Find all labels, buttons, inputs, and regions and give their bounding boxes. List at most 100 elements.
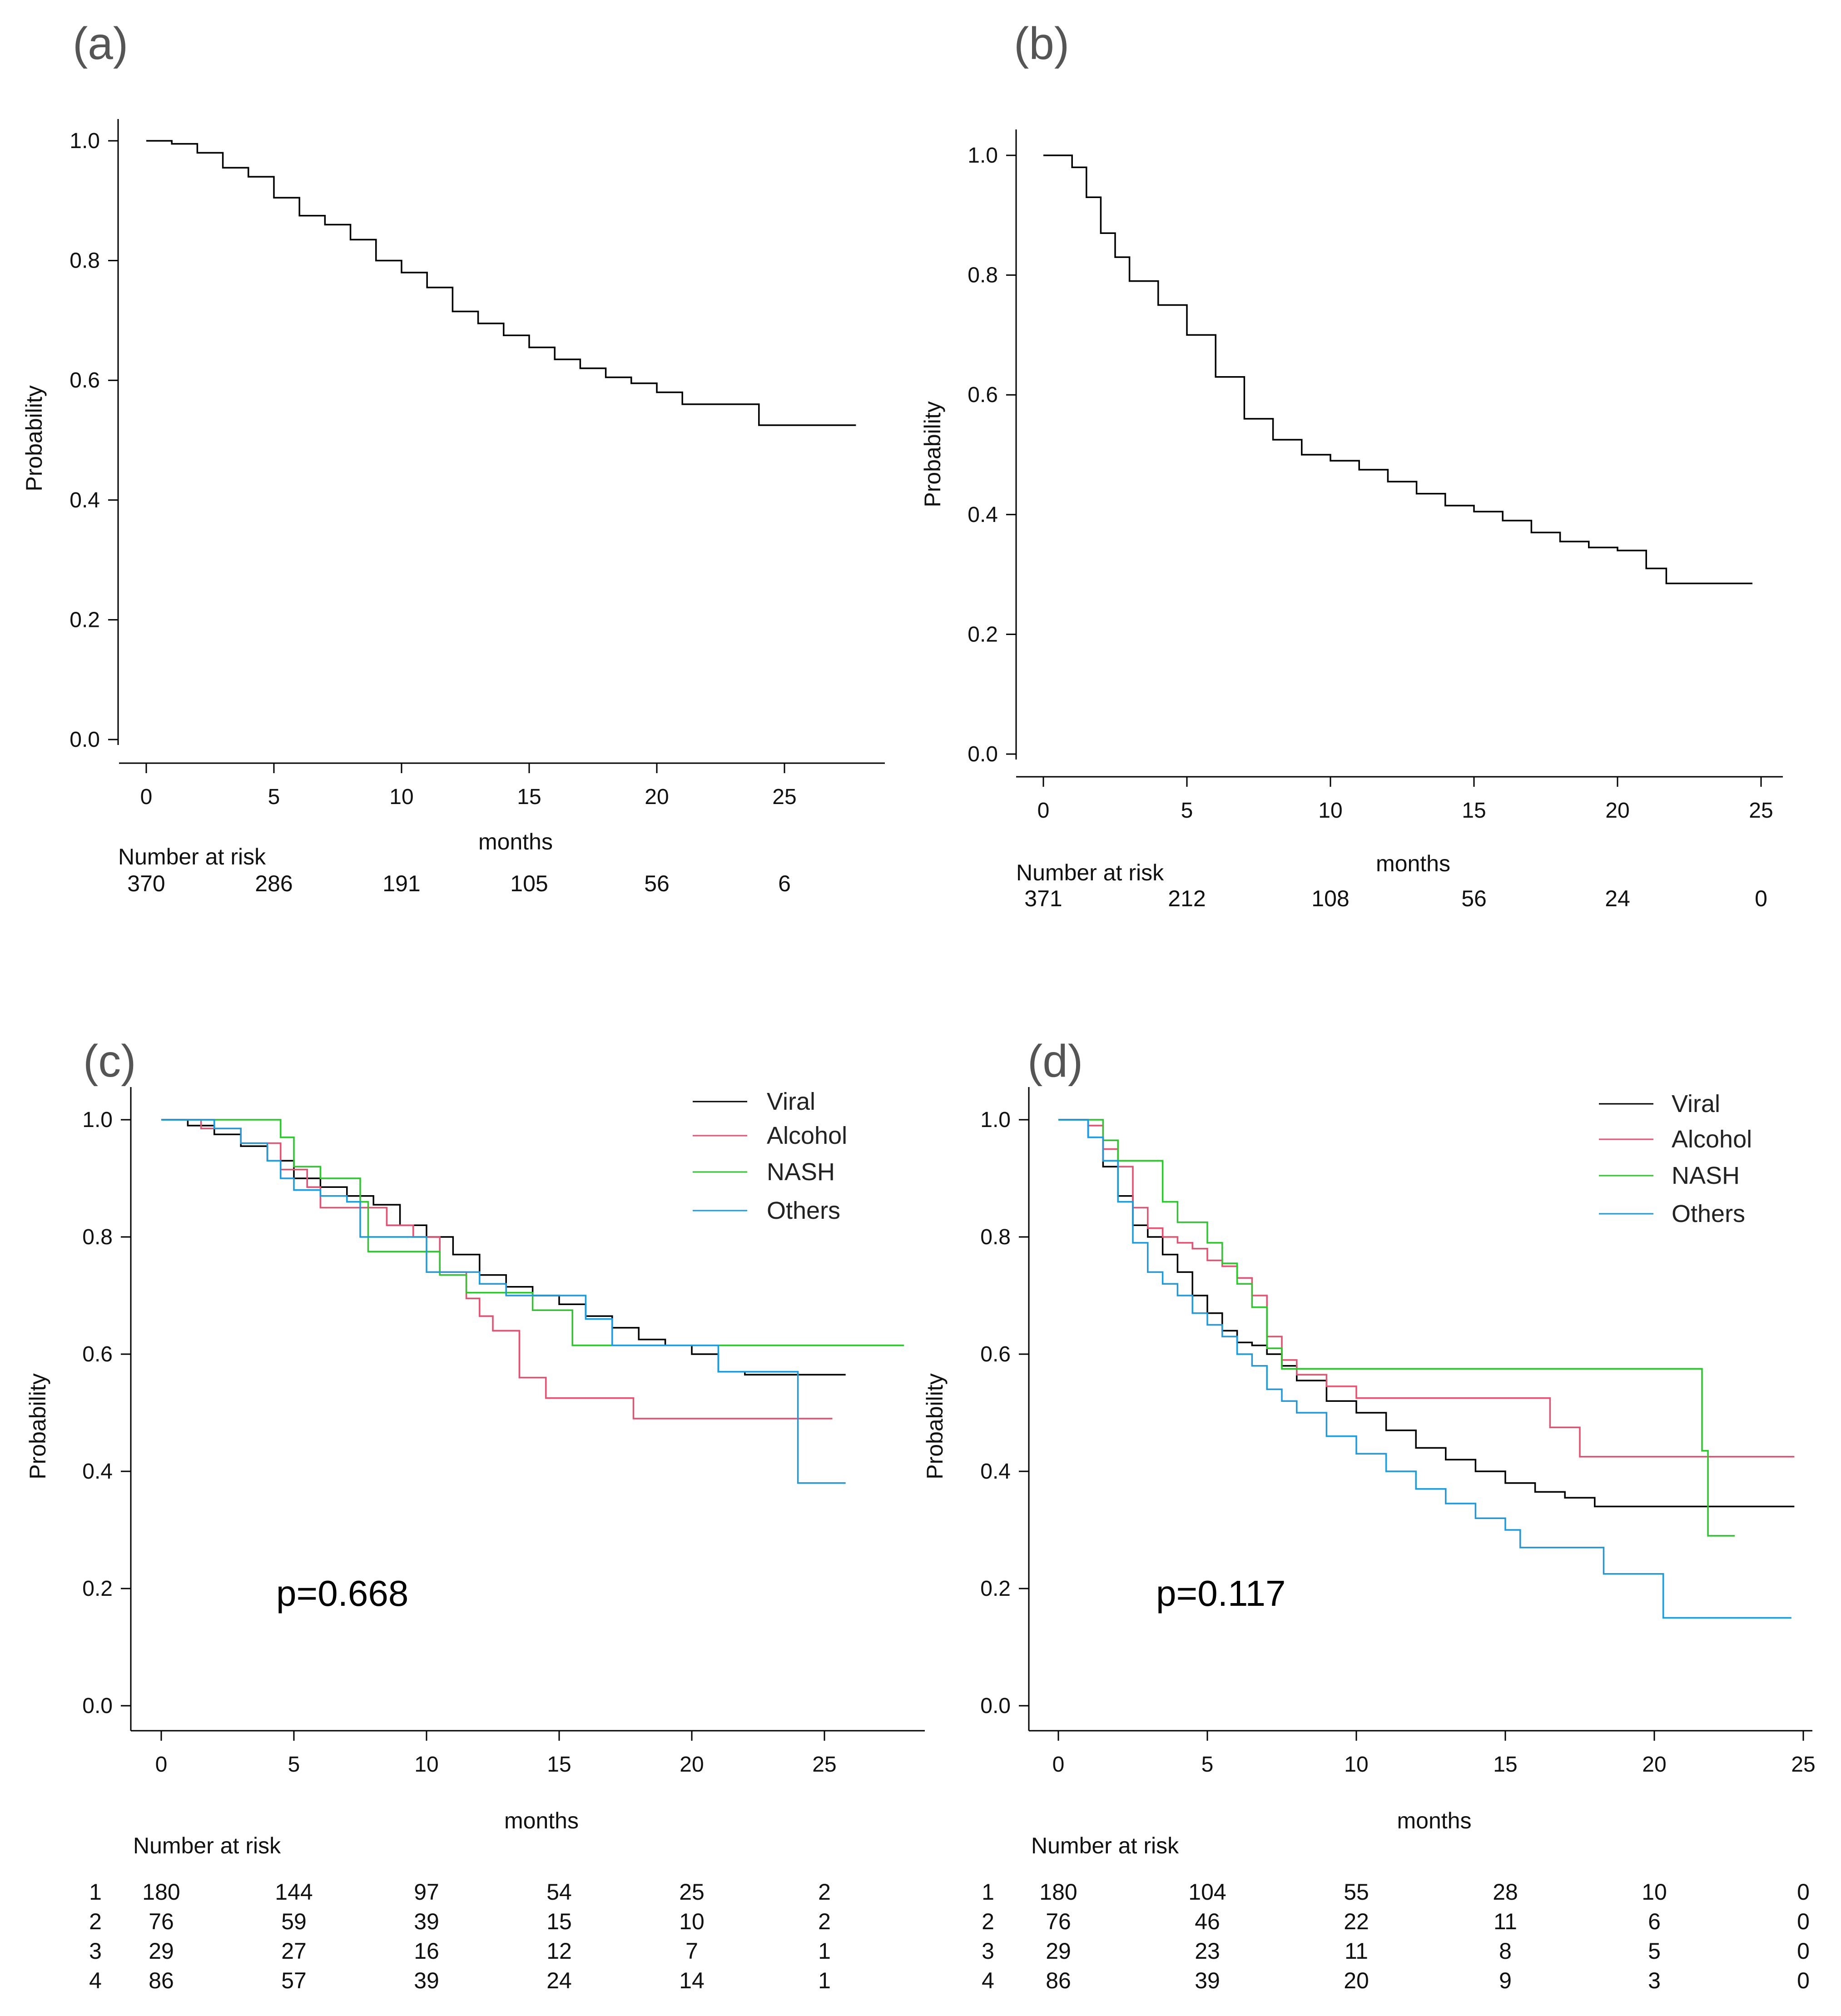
risk-count: 55	[1344, 1879, 1369, 1905]
x-axis-title: months	[478, 829, 553, 854]
y-tick-label: 0.0	[82, 1694, 113, 1718]
risk-count: 0	[1755, 886, 1767, 911]
p-value: p=0.668	[276, 1573, 408, 1614]
risk-count: 180	[1039, 1879, 1077, 1905]
risk-count: 56	[1461, 886, 1487, 911]
risk-count: 15	[546, 1909, 572, 1934]
y-tick-label: 1.0	[968, 144, 998, 168]
risk-count: 108	[1311, 886, 1349, 911]
x-tick-label: 20	[680, 1753, 704, 1777]
legend-label: Others	[767, 1197, 840, 1224]
y-tick-label: 0.8	[980, 1225, 1011, 1249]
legend-label: Others	[1672, 1200, 1745, 1227]
risk-count: 54	[546, 1879, 572, 1905]
risk-count: 104	[1188, 1879, 1226, 1905]
risk-count: 0	[1797, 1968, 1810, 1993]
y-tick-label: 0.6	[69, 368, 100, 392]
y-axis-title: Probability	[920, 401, 945, 507]
risk-count: 76	[149, 1909, 174, 1934]
risk-count: 12	[546, 1938, 572, 1964]
risk-count: 286	[255, 871, 293, 896]
risk-count: 23	[1195, 1938, 1220, 1964]
chart-panel-2: (b) 0.0 0.2 0.4 0.6 0.8 1.0 0 5 10 15 20 25 Probabili…	[920, 18, 1783, 911]
chart-panel-3: (c) 0.0 0.2 0.4 0.6 0.8 1.0 0 5 10 15 20 25 Probabili…	[25, 1036, 925, 1993]
y-axis-title: Probability	[922, 1373, 948, 1479]
risk-row-label: 4	[89, 1968, 102, 1993]
x-tick-label: 0	[155, 1753, 168, 1777]
x-tick-label: 10	[1318, 799, 1342, 823]
survival-curve-nash	[161, 1119, 904, 1346]
y-tick-label: 1.0	[69, 129, 100, 153]
y-tick-label: 0.2	[69, 608, 100, 632]
y-tick-label: 0.0	[69, 728, 100, 752]
risk-count: 3	[1648, 1968, 1661, 1993]
risk-count: 22	[1344, 1909, 1369, 1934]
x-tick-label: 25	[812, 1753, 836, 1777]
risk-count: 10	[679, 1909, 705, 1934]
y-tick-label: 0.8	[82, 1225, 113, 1249]
y-tick-label: 0.2	[968, 622, 998, 646]
risk-count: 28	[1493, 1879, 1518, 1905]
risk-count: 16	[414, 1938, 439, 1964]
risk-count: 97	[414, 1879, 439, 1905]
risk-count: 14	[679, 1968, 705, 1993]
x-tick-label: 10	[1344, 1753, 1368, 1777]
x-tick-label: 15	[517, 785, 541, 809]
x-axis-title: months	[1397, 1808, 1472, 1833]
risk-count: 180	[142, 1879, 180, 1905]
survival-curve	[146, 140, 856, 426]
x-tick-label: 25	[1749, 799, 1773, 823]
risk-count: 59	[281, 1909, 307, 1934]
risk-count: 86	[1046, 1968, 1071, 1993]
risk-count: 29	[1046, 1938, 1071, 1964]
x-tick-label: 5	[288, 1753, 300, 1777]
x-axis-title: months	[1376, 851, 1450, 876]
risk-count: 86	[149, 1968, 174, 1993]
risk-row-label: 2	[89, 1909, 102, 1934]
y-tick-label: 1.0	[82, 1108, 113, 1132]
legend-label: Alcohol	[767, 1122, 847, 1149]
risk-count: 6	[1648, 1909, 1661, 1934]
chart-panel-4: (d)0.00.20.40.60.81.00 5 10 15 20 25Probabili…	[922, 1036, 1816, 1993]
panel-label: (b)	[1014, 18, 1069, 69]
panel-label: (a)	[73, 18, 128, 69]
risk-count: 212	[1168, 886, 1206, 911]
y-tick-label: 1.0	[980, 1108, 1011, 1132]
risk-row-label: 1	[982, 1879, 994, 1905]
legend-label: NASH	[1672, 1162, 1740, 1189]
x-tick-label: 20	[1642, 1753, 1666, 1777]
risk-count: 39	[1195, 1968, 1220, 1993]
risk-count: 2	[818, 1879, 831, 1905]
x-tick-label: 0	[1037, 799, 1050, 823]
y-tick-label: 0.2	[980, 1577, 1011, 1601]
risk-row-label: 3	[982, 1938, 994, 1964]
y-tick-label: 0.0	[980, 1694, 1011, 1718]
risk-count: 29	[149, 1938, 174, 1964]
risk-count: 39	[414, 1968, 439, 1993]
risk-count: 6	[778, 871, 791, 896]
y-tick-label: 0.8	[69, 249, 100, 273]
risk-count: 10	[1642, 1879, 1667, 1905]
x-tick-label: 25	[1791, 1753, 1815, 1777]
risk-count: 0	[1797, 1909, 1810, 1934]
risk-count: 370	[127, 871, 165, 896]
y-tick-label: 0.6	[968, 383, 998, 407]
p-value: p=0.117	[1156, 1573, 1285, 1614]
chart-panel-1: (a) 0.0 0.2 0.4 0.6 0.8 1.0 0 5 10 15 20 25 Probabili…	[21, 18, 885, 896]
risk-count: 24	[1605, 886, 1630, 911]
risk-count: 57	[281, 1968, 307, 1993]
x-tick-label: 20	[645, 785, 669, 809]
risk-count: 2	[818, 1909, 831, 1934]
risk-count: 9	[1499, 1968, 1512, 1993]
y-tick-label: 0.8	[968, 263, 998, 288]
risk-count: 46	[1195, 1909, 1220, 1934]
risk-count: 0	[1797, 1938, 1810, 1964]
risk-count: 27	[281, 1938, 307, 1964]
risk-count: 371	[1024, 886, 1062, 911]
risk-count: 76	[1046, 1909, 1071, 1934]
risk-count: 11	[1494, 1909, 1517, 1934]
risk-table-title: Number at risk	[118, 844, 266, 869]
y-tick-label: 0.6	[980, 1342, 1011, 1366]
survival-curve	[1043, 154, 1752, 585]
y-tick-label: 0.4	[980, 1460, 1011, 1484]
